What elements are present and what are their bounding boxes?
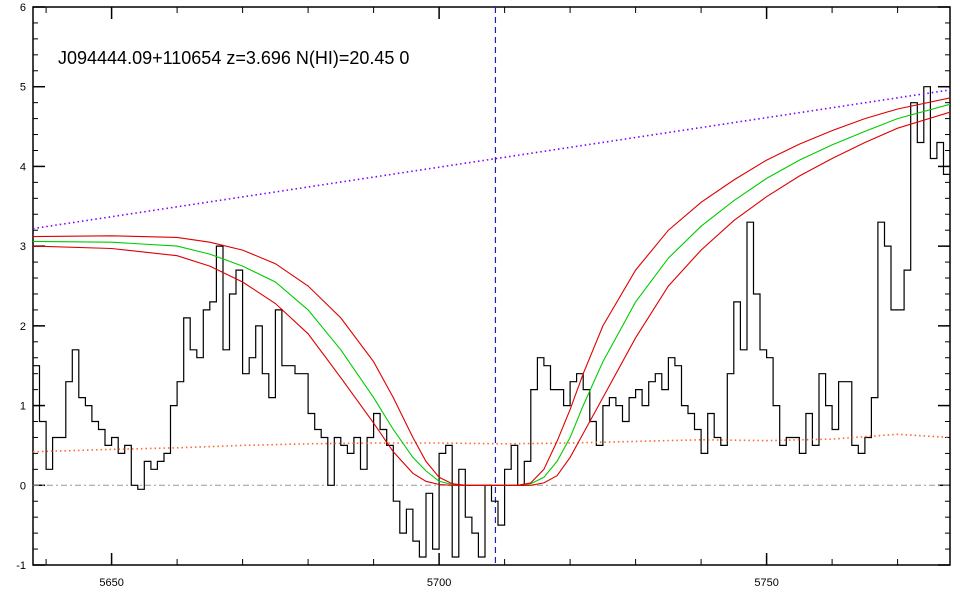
y-tick-label: 6 (20, 2, 26, 14)
x-tick-label: 5650 (99, 577, 123, 589)
y-tick-label: -1 (16, 560, 26, 572)
y-tick-label: 2 (20, 321, 26, 333)
y-tick-label: 3 (20, 241, 26, 253)
y-tick-label: 0 (20, 480, 26, 492)
continuum-line (33, 89, 950, 230)
axes-layer: -1 0 1 2 3 4 5 6 5650 5700 5750 (16, 2, 950, 589)
y-tick-label: 1 (20, 401, 26, 413)
fit-lower-bound-line (33, 111, 950, 486)
series-layer (33, 7, 950, 565)
y-tick-label: 4 (20, 161, 26, 173)
y-tick-label: 5 (20, 82, 26, 94)
x-tick-label: 5700 (427, 577, 451, 589)
x-tick-label: 5750 (754, 577, 778, 589)
chart-title: J094444.09+110654 z=3.696 N(HI)=20.45 0 (58, 48, 409, 68)
flux-spectrum-line (33, 86, 950, 558)
plot-frame (32, 6, 951, 566)
